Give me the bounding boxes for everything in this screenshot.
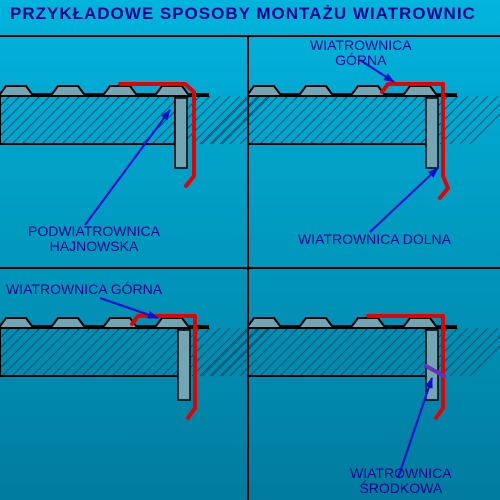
label-srodkowa-br: WIATROWNICA ŚRODKOWA	[350, 466, 452, 497]
label-gorna-tr: WIATROWNICA GÓRNA	[310, 38, 412, 69]
diagram-canvas: PRZYKŁADOWE SPOSOBY MONTAŻU WIATROWNICPO…	[0, 0, 500, 500]
label-podwiatrownica: PODWIATROWNICA HAJNOWSKA	[28, 224, 160, 255]
label-gorna-bl: WIATROWNICA GÓRNA	[6, 282, 162, 297]
label-dolna-tr: WIATROWNICA DOLNA	[298, 232, 451, 247]
